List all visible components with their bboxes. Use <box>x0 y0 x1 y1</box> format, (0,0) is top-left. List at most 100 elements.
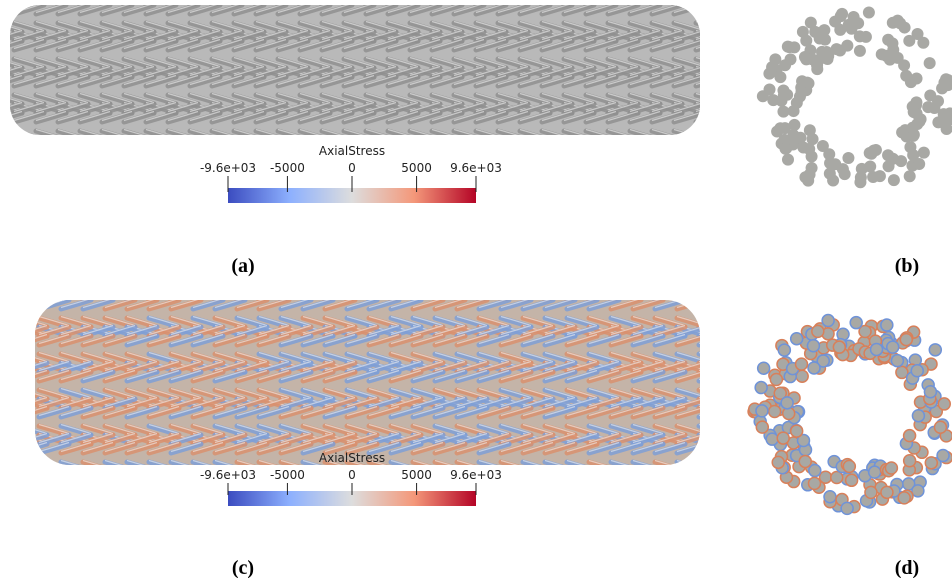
fiber <box>854 45 866 57</box>
strand <box>696 41 726 50</box>
fiber <box>907 130 919 142</box>
strand-hi <box>476 0 506 4</box>
strand-hi <box>300 0 330 4</box>
fiber <box>775 95 787 107</box>
strand <box>696 113 726 122</box>
strand-hi <box>58 0 88 4</box>
strand-hi <box>0 434 25 443</box>
strand-hi <box>0 4 22 13</box>
strand <box>696 0 726 5</box>
strand <box>168 0 198 5</box>
strand <box>501 291 531 300</box>
strand <box>674 0 704 5</box>
fiber <box>800 35 812 47</box>
fiber <box>757 90 769 102</box>
strand <box>127 291 157 300</box>
strand <box>696 59 726 68</box>
strand-hi <box>652 0 682 4</box>
fiber <box>807 340 819 352</box>
strand-hi <box>259 290 289 299</box>
strand-hi <box>696 58 726 67</box>
fiber <box>905 76 917 88</box>
strand-hi <box>234 0 264 4</box>
strand-hi <box>0 425 25 434</box>
fiber <box>886 37 898 49</box>
strand-hi <box>699 335 729 344</box>
fiber <box>924 386 936 398</box>
strand <box>0 336 25 345</box>
strand-hi <box>0 362 25 371</box>
strand <box>193 291 223 300</box>
strand <box>435 291 465 300</box>
fiber <box>756 405 768 417</box>
strand-hi <box>435 290 465 299</box>
caption: (c) <box>232 557 254 578</box>
strand-hi <box>696 103 726 112</box>
fiber <box>800 53 812 65</box>
strand <box>677 462 707 471</box>
strand-hi <box>388 0 418 4</box>
strand <box>0 399 25 408</box>
strand <box>0 435 25 444</box>
fiber <box>929 344 941 356</box>
strand-hi <box>14 0 44 4</box>
strand-hi <box>479 290 509 299</box>
fiber <box>782 154 794 166</box>
fiber <box>791 333 803 345</box>
strand-hi <box>608 0 638 4</box>
strand-hi <box>696 22 726 31</box>
strand-hi <box>633 290 663 299</box>
strand <box>0 390 25 399</box>
strand-hi <box>696 94 726 103</box>
fiber <box>804 169 816 181</box>
strand-hi <box>149 290 179 299</box>
strand <box>102 0 132 5</box>
strand-hi <box>322 0 352 4</box>
strand-hi <box>0 326 25 335</box>
strand-hi <box>0 299 25 308</box>
strand-hi <box>0 317 25 326</box>
strand <box>567 291 597 300</box>
strand <box>677 291 707 300</box>
strand <box>281 291 311 300</box>
strand <box>0 426 25 435</box>
strand <box>699 300 729 309</box>
strand-hi <box>168 0 198 4</box>
fiber <box>898 492 910 504</box>
strand-hi <box>696 112 726 121</box>
strand-hi <box>501 290 531 299</box>
fiber <box>922 101 934 113</box>
fiber <box>918 147 930 159</box>
fiber <box>755 382 767 394</box>
strand <box>215 291 245 300</box>
strand <box>630 0 660 5</box>
strand <box>0 363 25 372</box>
fiber <box>809 465 821 477</box>
strand-hi <box>699 407 729 416</box>
fiber <box>841 502 853 514</box>
fiber <box>864 147 876 159</box>
strand <box>608 0 638 5</box>
strand <box>0 0 22 5</box>
tick-label: 0 <box>348 468 356 482</box>
fiber <box>777 106 789 118</box>
strand-hi <box>127 290 157 299</box>
strand <box>234 0 264 5</box>
strand-hi <box>523 290 553 299</box>
strand <box>699 327 729 336</box>
strand <box>699 291 729 300</box>
fiber <box>881 486 893 498</box>
fiber <box>791 425 803 437</box>
fiber <box>772 456 784 468</box>
strand <box>369 291 399 300</box>
strand <box>699 363 729 372</box>
strand <box>413 291 443 300</box>
fiber <box>780 143 792 155</box>
strand <box>278 0 308 5</box>
fiber <box>774 122 786 134</box>
strand-hi <box>699 326 729 335</box>
strand-hi <box>696 67 726 76</box>
fiber <box>805 17 817 29</box>
strand-hi <box>677 299 707 308</box>
strand-hi <box>432 0 462 4</box>
